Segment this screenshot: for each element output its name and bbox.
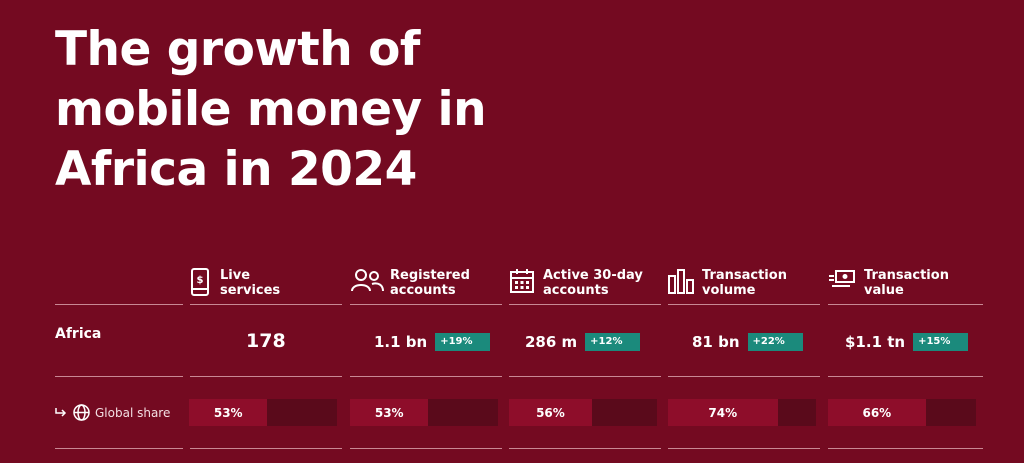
global-share-text: Global share	[95, 405, 171, 420]
divider	[668, 304, 820, 305]
divider	[190, 304, 342, 305]
bar-chart-icon	[668, 268, 696, 298]
column-label: volume	[702, 283, 756, 298]
divider	[55, 448, 183, 449]
calendar-icon	[509, 268, 537, 298]
divider	[190, 376, 342, 377]
column-header-transaction-value: Transaction value	[828, 268, 949, 304]
title-line: The growth of	[55, 22, 420, 77]
share-bar: 56%	[509, 399, 657, 426]
active-accounts-metric: 286 m +12%	[525, 333, 641, 351]
divider	[350, 304, 502, 305]
share-bar-fill	[350, 399, 429, 426]
transaction-value-metric: $1.1 tn +15%	[845, 333, 969, 351]
share-bar-label: 53%	[213, 405, 243, 420]
divider	[509, 304, 661, 305]
share-bar-fill	[828, 399, 926, 426]
divider	[509, 376, 661, 377]
phone-dollar-icon: $	[190, 268, 214, 298]
arrow-right-icon	[55, 406, 67, 420]
column-label: Live	[220, 268, 251, 283]
users-icon	[350, 268, 384, 298]
metric-value: 286 m	[525, 333, 578, 351]
growth-badge: +19%	[435, 333, 491, 351]
share-bar-label: 74%	[708, 405, 738, 420]
divider	[55, 376, 183, 377]
column-header-live-services: $ Live services	[190, 268, 280, 304]
share-bar-fill	[189, 399, 268, 426]
divider	[350, 448, 502, 449]
money-transfer-icon	[828, 268, 858, 298]
page-title: The growth of mobile money in Africa in …	[55, 20, 487, 200]
title-line: Africa in 2024	[55, 142, 417, 197]
column-label: accounts	[543, 283, 609, 298]
column-header-active-accounts: Active 30-day accounts	[509, 268, 643, 304]
divider	[668, 376, 820, 377]
transaction-volume-metric: 81 bn +22%	[692, 333, 803, 351]
divider	[828, 448, 983, 449]
live-services-value: 178	[246, 330, 286, 352]
region-label: Africa	[55, 326, 102, 342]
share-bar-label: 56%	[536, 405, 565, 420]
column-header-transaction-volume: Transaction volume	[668, 268, 787, 304]
metric-value: 81 bn	[692, 333, 740, 351]
share-bar: 53%	[189, 399, 337, 426]
share-bar-fill	[668, 399, 778, 426]
column-label: services	[220, 283, 281, 298]
share-bar-fill	[509, 399, 592, 426]
column-label: Transaction	[702, 268, 787, 283]
column-header-registered-accounts: Registered accounts	[350, 268, 470, 304]
divider	[509, 448, 661, 449]
divider	[190, 448, 342, 449]
metric-value: $1.1 tn	[845, 333, 906, 351]
share-bar: 66%	[828, 399, 976, 426]
column-label: value	[864, 283, 904, 298]
column-label: accounts	[390, 283, 456, 298]
growth-badge: +22%	[747, 333, 803, 351]
share-bar-label: 66%	[862, 405, 892, 420]
globe-icon	[73, 404, 90, 421]
share-bar-label: 53%	[374, 405, 404, 420]
title-line: mobile money in	[55, 82, 487, 137]
global-share-label: Global share	[55, 404, 170, 421]
divider	[828, 304, 983, 305]
divider	[828, 376, 983, 377]
divider	[668, 448, 820, 449]
divider	[55, 304, 183, 305]
registered-accounts-metric: 1.1 bn +19%	[374, 333, 491, 351]
metric-value: 1.1 bn	[374, 333, 428, 351]
column-label: Transaction	[864, 268, 949, 283]
divider	[350, 376, 502, 377]
growth-badge: +15%	[913, 333, 969, 351]
share-bar: 53%	[350, 399, 498, 426]
column-label: Registered	[390, 268, 470, 283]
column-label: Active 30-day	[543, 268, 643, 283]
growth-badge: +12%	[585, 333, 641, 351]
share-bar: 74%	[668, 399, 816, 426]
svg-text:$: $	[197, 275, 204, 286]
